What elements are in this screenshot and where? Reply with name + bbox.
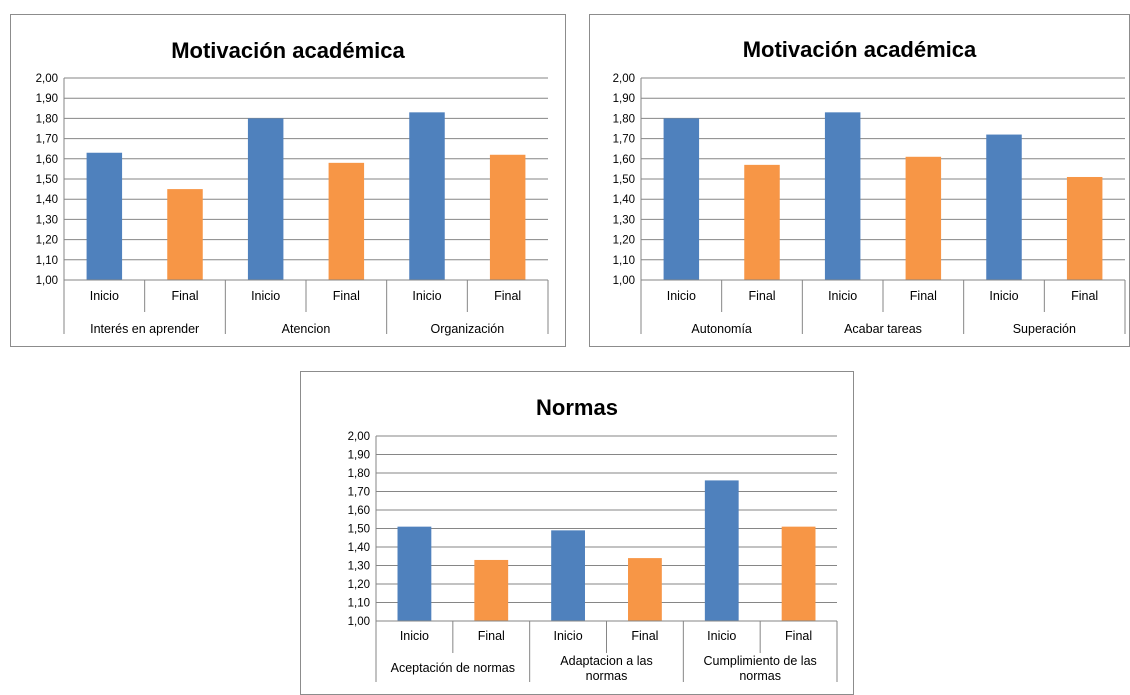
- y-tick-label: 1,50: [36, 174, 58, 186]
- x-tick-label: Final: [333, 289, 360, 303]
- bar-final: [905, 156, 942, 280]
- x-tick-label: Inicio: [828, 289, 857, 303]
- y-tick-label: 1,70: [613, 134, 635, 146]
- bar-inicio: [986, 134, 1022, 280]
- y-tick-label: 1,20: [348, 579, 370, 591]
- x-group-label: Interés en aprender: [90, 322, 199, 336]
- x-tick-label: Final: [1071, 289, 1098, 303]
- bar-inicio: [824, 112, 861, 280]
- x-tick-label: Inicio: [553, 629, 582, 643]
- x-tick-label: Final: [478, 629, 505, 643]
- y-tick-label: 1,50: [613, 174, 635, 186]
- x-tick-label: Final: [171, 289, 198, 303]
- chart-title: Motivación académica: [171, 38, 405, 63]
- y-tick-label: 1,40: [348, 542, 370, 554]
- bar-inicio: [663, 118, 700, 281]
- chart-motivacion-2: Motivación académica 1,00 1,10 1,20 1,30 1,40…: [589, 14, 1130, 347]
- chart-title: Normas: [536, 395, 618, 420]
- bar-final: [167, 189, 203, 280]
- y-tick-label: 1,40: [36, 194, 58, 206]
- y-tick-label: 2,00: [613, 73, 635, 85]
- y-tick-label: 1,90: [348, 450, 370, 462]
- y-tick-label: 2,00: [36, 73, 58, 85]
- y-tick-label: 1,20: [613, 235, 635, 247]
- x-tick-label: Final: [910, 289, 937, 303]
- y-tick-label: 1,00: [613, 275, 635, 287]
- y-tick-label: 1,00: [36, 275, 58, 287]
- bar-final: [328, 162, 365, 280]
- y-tick-label: 1,70: [348, 487, 370, 499]
- x-group-label: Autonomía: [691, 322, 752, 336]
- bar-inicio: [397, 526, 432, 621]
- chart-title: Motivación académica: [743, 37, 977, 62]
- chart-normas: Normas 1,00 1,10 1,20 1,30 1,40 1,50 1,60 1,70 1,…: [300, 371, 854, 695]
- bar-final: [474, 559, 509, 621]
- y-tick-label: 1,30: [613, 214, 635, 226]
- x-tick-label: Final: [494, 289, 521, 303]
- x-group-label: Organización: [431, 322, 505, 336]
- y-tick-label: 1,00: [348, 616, 370, 628]
- x-group-label: Aceptación de normas: [391, 661, 515, 675]
- chart-svg: Normas 1,00 1,10 1,20 1,30 1,40 1,50 1,60 1,70 1,…: [348, 395, 838, 683]
- bar-final: [628, 558, 662, 621]
- y-tick-label: 1,40: [613, 194, 635, 206]
- x-tick-label: Inicio: [400, 629, 429, 643]
- y-tick-label: 1,90: [613, 93, 635, 105]
- y-tick-label: 1,80: [36, 113, 58, 125]
- x-group-label: Atencion: [282, 322, 331, 336]
- bar-inicio: [704, 480, 739, 621]
- x-tick-label: Final: [785, 629, 812, 643]
- x-tick-label: Inicio: [667, 289, 696, 303]
- x-tick-label: Final: [748, 289, 775, 303]
- y-tick-label: 1,60: [348, 505, 370, 517]
- y-tick-label: 1,10: [36, 255, 58, 267]
- y-tick-label: 1,80: [613, 113, 635, 125]
- y-tick-label: 1,80: [348, 468, 370, 480]
- x-group-label: normas: [586, 669, 628, 683]
- bar-final: [1066, 176, 1103, 280]
- bar-inicio: [551, 530, 585, 621]
- y-tick-label: 1,60: [36, 154, 58, 166]
- chart-motivacion-1: Motivación académica 1,00 1,10 1,20 1,30 1,40…: [10, 14, 566, 347]
- x-tick-label: Final: [631, 629, 658, 643]
- bar-final: [781, 526, 816, 621]
- bar-final: [489, 154, 526, 280]
- y-tick-label: 1,30: [348, 561, 370, 573]
- x-group-label: Acabar tareas: [844, 322, 922, 336]
- x-group-label: Cumplimiento de las: [704, 654, 817, 668]
- x-tick-label: Inicio: [707, 629, 736, 643]
- y-tick-label: 1,60: [613, 154, 635, 166]
- bar-inicio: [247, 118, 284, 281]
- bar-final: [744, 164, 780, 280]
- y-tick-label: 2,00: [348, 431, 370, 443]
- x-tick-label: Inicio: [90, 289, 119, 303]
- bar-inicio: [86, 152, 123, 280]
- y-tick-label: 1,10: [348, 598, 370, 610]
- x-group-label: Superación: [1013, 322, 1076, 336]
- x-tick-label: Inicio: [412, 289, 441, 303]
- y-tick-label: 1,70: [36, 134, 58, 146]
- y-tick-label: 1,30: [36, 214, 58, 226]
- x-tick-label: Inicio: [989, 289, 1018, 303]
- y-tick-label: 1,90: [36, 93, 58, 105]
- chart-svg: Motivación académica 1,00 1,10 1,20 1,30 1,40…: [613, 37, 1126, 336]
- x-tick-label: Inicio: [251, 289, 280, 303]
- x-group-label: normas: [739, 669, 781, 683]
- bar-inicio: [409, 112, 445, 280]
- y-tick-label: 1,10: [613, 255, 635, 267]
- y-tick-label: 1,20: [36, 235, 58, 247]
- x-group-label: Adaptacion a las: [560, 654, 652, 668]
- chart-svg: Motivación académica 1,00 1,10 1,20 1,30 1,40…: [36, 38, 549, 336]
- y-tick-label: 1,50: [348, 524, 370, 536]
